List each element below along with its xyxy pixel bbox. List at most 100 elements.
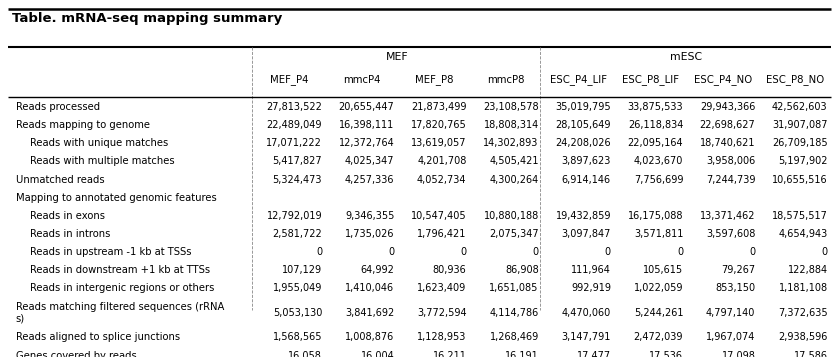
Text: 1,128,953: 1,128,953: [417, 332, 466, 342]
Text: 16,004: 16,004: [360, 351, 394, 357]
Text: 0: 0: [677, 247, 683, 257]
Text: 26,709,185: 26,709,185: [772, 138, 827, 148]
Text: 4,201,708: 4,201,708: [417, 156, 466, 166]
Text: 10,655,516: 10,655,516: [772, 175, 827, 185]
Text: 18,808,314: 18,808,314: [484, 120, 539, 130]
Text: 4,797,140: 4,797,140: [706, 308, 756, 318]
Text: Table. mRNA-seq mapping summary: Table. mRNA-seq mapping summary: [13, 12, 283, 25]
Text: 13,619,057: 13,619,057: [411, 138, 466, 148]
Text: 10,547,405: 10,547,405: [411, 211, 466, 221]
Text: 12,792,019: 12,792,019: [267, 211, 322, 221]
Text: 21,873,499: 21,873,499: [411, 102, 466, 112]
Text: MEF: MEF: [386, 52, 409, 62]
Text: 26,118,834: 26,118,834: [628, 120, 683, 130]
Text: 0: 0: [749, 247, 756, 257]
Text: ESC_P8_LIF: ESC_P8_LIF: [622, 74, 679, 85]
Text: 18,740,621: 18,740,621: [700, 138, 756, 148]
Text: Reads in intergenic regions or others: Reads in intergenic regions or others: [31, 283, 215, 293]
Text: 0: 0: [533, 247, 539, 257]
Text: 20,655,447: 20,655,447: [339, 102, 394, 112]
Text: 3,571,811: 3,571,811: [634, 229, 683, 239]
Text: 28,105,649: 28,105,649: [555, 120, 611, 130]
Text: 14,302,893: 14,302,893: [484, 138, 539, 148]
Text: 5,197,902: 5,197,902: [778, 156, 827, 166]
Text: 3,897,623: 3,897,623: [561, 156, 611, 166]
Text: 0: 0: [388, 247, 394, 257]
Text: 16,175,088: 16,175,088: [628, 211, 683, 221]
Text: 33,875,533: 33,875,533: [627, 102, 683, 112]
Text: 5,324,473: 5,324,473: [273, 175, 322, 185]
Text: 23,108,578: 23,108,578: [483, 102, 539, 112]
Text: 105,615: 105,615: [643, 265, 683, 275]
Text: 1,796,421: 1,796,421: [417, 229, 466, 239]
Text: 3,597,608: 3,597,608: [706, 229, 756, 239]
Text: 1,568,565: 1,568,565: [273, 332, 322, 342]
Text: Reads in upstream -1 kb at TSSs: Reads in upstream -1 kb at TSSs: [31, 247, 192, 257]
Text: 35,019,795: 35,019,795: [555, 102, 611, 112]
Text: 2,581,722: 2,581,722: [273, 229, 322, 239]
Text: 12,372,764: 12,372,764: [339, 138, 394, 148]
Text: Reads matching filtered sequences (rRNA
s): Reads matching filtered sequences (rRNA …: [16, 302, 224, 324]
Text: 9,346,355: 9,346,355: [345, 211, 394, 221]
Text: 16,191: 16,191: [505, 351, 539, 357]
Text: 1,955,049: 1,955,049: [273, 283, 322, 293]
Text: 3,772,594: 3,772,594: [417, 308, 466, 318]
Text: Reads processed: Reads processed: [16, 102, 99, 112]
Text: 122,884: 122,884: [787, 265, 827, 275]
Text: 86,908: 86,908: [505, 265, 539, 275]
Text: 107,129: 107,129: [282, 265, 322, 275]
Text: 4,023,670: 4,023,670: [634, 156, 683, 166]
Text: 4,505,421: 4,505,421: [490, 156, 539, 166]
Text: 22,095,164: 22,095,164: [627, 138, 683, 148]
Text: 79,267: 79,267: [721, 265, 756, 275]
Text: ESC_P8_NO: ESC_P8_NO: [766, 74, 824, 85]
Text: 1,410,046: 1,410,046: [345, 283, 394, 293]
Text: 64,992: 64,992: [360, 265, 394, 275]
Text: 1,268,469: 1,268,469: [490, 332, 539, 342]
Text: Reads in introns: Reads in introns: [31, 229, 111, 239]
Text: 10,880,188: 10,880,188: [484, 211, 539, 221]
Text: 4,257,336: 4,257,336: [344, 175, 394, 185]
Text: 5,244,261: 5,244,261: [634, 308, 683, 318]
Text: 22,698,627: 22,698,627: [700, 120, 756, 130]
Text: 27,813,522: 27,813,522: [266, 102, 322, 112]
Text: mmcP8: mmcP8: [487, 75, 525, 85]
Text: 4,025,347: 4,025,347: [344, 156, 394, 166]
Text: 2,472,039: 2,472,039: [634, 332, 683, 342]
Text: 7,372,635: 7,372,635: [778, 308, 827, 318]
Text: 4,114,786: 4,114,786: [490, 308, 539, 318]
Text: 0: 0: [605, 247, 611, 257]
Text: 853,150: 853,150: [716, 283, 756, 293]
Text: 19,432,859: 19,432,859: [555, 211, 611, 221]
Text: MEF_P4: MEF_P4: [270, 74, 309, 85]
Text: 17,477: 17,477: [577, 351, 611, 357]
Text: 5,417,827: 5,417,827: [273, 156, 322, 166]
Text: 5,053,130: 5,053,130: [273, 308, 322, 318]
Text: 17,098: 17,098: [721, 351, 756, 357]
Text: Reads with multiple matches: Reads with multiple matches: [31, 156, 175, 166]
Text: 3,097,847: 3,097,847: [561, 229, 611, 239]
Text: 4,300,264: 4,300,264: [490, 175, 539, 185]
Text: 3,147,791: 3,147,791: [561, 332, 611, 342]
Text: 0: 0: [316, 247, 322, 257]
Text: Reads aligned to splice junctions: Reads aligned to splice junctions: [16, 332, 179, 342]
Text: 31,907,087: 31,907,087: [772, 120, 827, 130]
Text: Unmatched reads: Unmatched reads: [16, 175, 104, 185]
Text: 1,967,074: 1,967,074: [706, 332, 756, 342]
Text: Reads in downstream +1 kb at TTSs: Reads in downstream +1 kb at TTSs: [31, 265, 211, 275]
Text: mESC: mESC: [671, 52, 702, 62]
Text: 992,919: 992,919: [571, 283, 611, 293]
Text: 6,914,146: 6,914,146: [562, 175, 611, 185]
Text: Genes covered by reads: Genes covered by reads: [16, 351, 136, 357]
Text: Reads in exons: Reads in exons: [31, 211, 105, 221]
Text: 3,841,692: 3,841,692: [345, 308, 394, 318]
Text: 1,651,085: 1,651,085: [490, 283, 539, 293]
Text: 13,371,462: 13,371,462: [700, 211, 756, 221]
Text: 24,208,026: 24,208,026: [555, 138, 611, 148]
Text: 16,058: 16,058: [289, 351, 322, 357]
Text: 0: 0: [821, 247, 827, 257]
Text: 1,735,026: 1,735,026: [344, 229, 394, 239]
Text: 17,536: 17,536: [649, 351, 683, 357]
Text: 4,052,734: 4,052,734: [417, 175, 466, 185]
Text: 3,958,006: 3,958,006: [706, 156, 756, 166]
